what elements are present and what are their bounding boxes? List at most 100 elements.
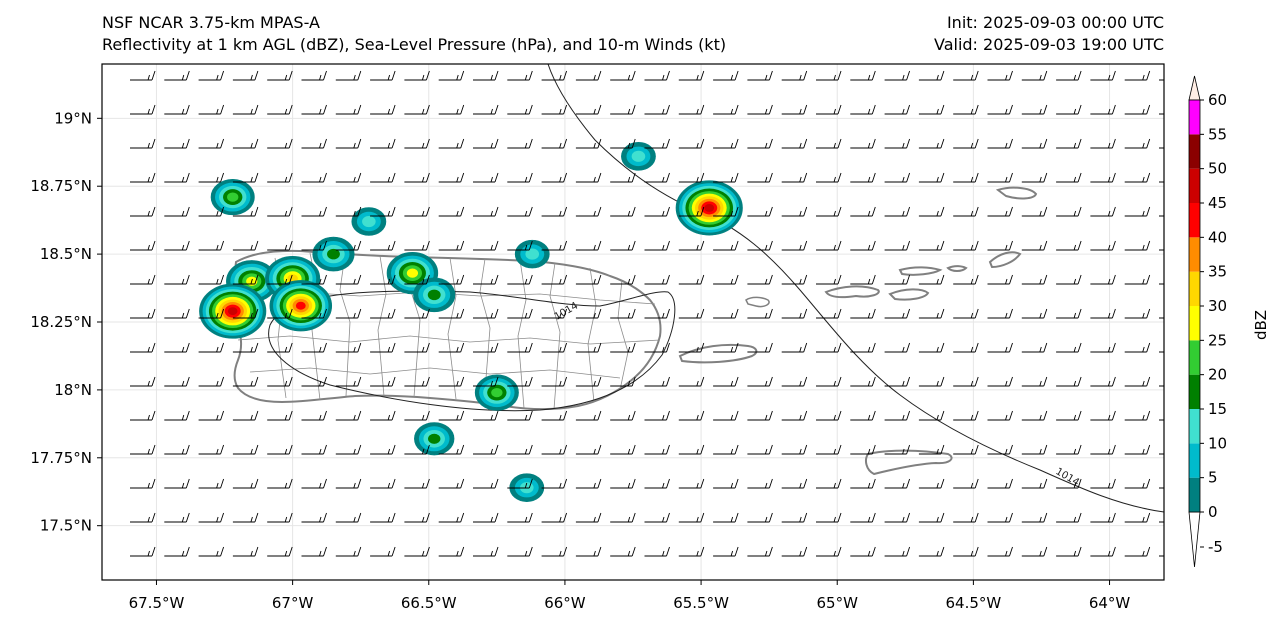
wind-barb (713, 240, 739, 251)
wind-barb (610, 376, 636, 387)
wind-barb (987, 342, 1013, 353)
wind-barb (198, 546, 225, 557)
wind-barb (678, 512, 705, 523)
wind-barb (781, 444, 808, 455)
wind-barb (816, 240, 842, 251)
wind-barb (232, 206, 259, 217)
wind-barb (644, 138, 670, 149)
wind-barb (1056, 308, 1082, 319)
wind-barb (438, 172, 465, 183)
wind-barb (953, 410, 979, 421)
reflectivity-cell (514, 239, 550, 269)
wind-barb (1090, 308, 1116, 319)
wind-barb (473, 308, 499, 319)
wind-barb (1159, 521, 1164, 523)
wind-barb (678, 206, 705, 217)
colorbar-over-extension (1188, 75, 1201, 101)
wind-barb (404, 104, 430, 115)
wind-barb (713, 478, 739, 489)
wind-barb (918, 240, 945, 251)
colorbar-tick-label: 35 (1208, 263, 1227, 281)
wind-barb (713, 410, 739, 421)
wind-barb (678, 274, 705, 285)
wind-barb (781, 172, 808, 183)
wind-barb (781, 104, 808, 115)
wind-barb (164, 308, 190, 319)
colorbar-tick-label: 20 (1208, 366, 1227, 384)
wind-barb (335, 172, 362, 183)
reflectivity-cell (199, 283, 267, 339)
wind-barb (678, 444, 705, 455)
wind-barb (816, 70, 842, 81)
wind-barb (335, 342, 362, 353)
wind-barb (850, 512, 876, 523)
wind-barb (953, 308, 979, 319)
colorbar-segment (1189, 203, 1200, 238)
colorbar-title: dBZ (1252, 310, 1270, 340)
wind-barb (198, 478, 225, 489)
wind-barb (232, 342, 259, 353)
wind-barb (473, 546, 499, 557)
virgin-islands (824, 186, 1038, 476)
wind-barb (541, 240, 568, 251)
wind-barb (438, 342, 465, 353)
wind-barb (232, 478, 259, 489)
title-line-1: NSF NCAR 3.75-km MPAS-A (102, 13, 320, 32)
y-tick-label: 19°N (54, 109, 92, 127)
wind-barb (164, 172, 190, 183)
wind-barb (473, 376, 499, 387)
colorbar-tick-label: 40 (1208, 228, 1227, 246)
wind-barb (232, 308, 259, 319)
wind-barb (1056, 70, 1082, 81)
wind-barb (610, 274, 636, 285)
wind-barb (370, 240, 396, 251)
puerto-rico-coastline (232, 249, 662, 410)
wind-barb (987, 308, 1013, 319)
wind-barb (1056, 240, 1082, 251)
wind-barb (404, 70, 430, 81)
wind-barb (541, 104, 568, 115)
wind-barb (370, 104, 396, 115)
wind-barb (473, 104, 499, 115)
wind-barb (438, 546, 465, 557)
wind-barb (1021, 546, 1048, 557)
wind-barb (198, 206, 225, 217)
wind-barb (987, 546, 1013, 557)
wind-barb (438, 444, 465, 455)
wind-barb (164, 274, 190, 285)
wind-barb (1090, 70, 1116, 81)
wind-barb (198, 172, 225, 183)
wind-barb (850, 342, 876, 353)
wind-barb (575, 274, 602, 285)
wind-barb (473, 512, 499, 523)
wind-barb (987, 444, 1013, 455)
x-tick-label: 64°W (1089, 594, 1131, 612)
wind-barb (884, 240, 911, 251)
wind-barb (1159, 113, 1164, 115)
wind-barb (816, 410, 842, 421)
wind-barb (1124, 206, 1151, 217)
wind-barb (678, 410, 705, 421)
wind-barb (267, 172, 293, 183)
reflectivity-cell (210, 179, 255, 216)
wind-barb (678, 240, 705, 251)
wind-barb (1159, 385, 1164, 387)
wind-barb (232, 546, 259, 557)
wind-barb (781, 70, 808, 81)
wind-barb (953, 240, 979, 251)
wind-barb (404, 274, 430, 285)
wind-barb (335, 206, 362, 217)
wind-barb (678, 172, 705, 183)
wind-barb (713, 274, 739, 285)
wind-barb (267, 274, 293, 285)
wind-barb (1021, 444, 1048, 455)
wind-barb (987, 376, 1013, 387)
wind-barb (164, 104, 190, 115)
wind-barb (438, 206, 465, 217)
wind-barb (1159, 487, 1164, 489)
wind-barb (884, 546, 911, 557)
wind-barb (1056, 478, 1082, 489)
wind-barb (404, 342, 430, 353)
wind-barb (781, 206, 808, 217)
wind-barb (987, 274, 1013, 285)
